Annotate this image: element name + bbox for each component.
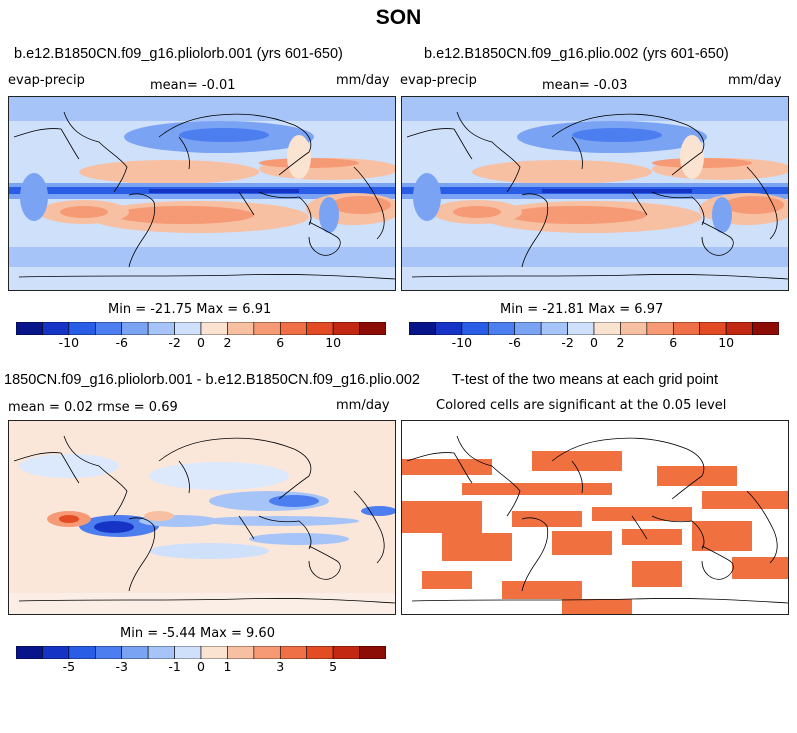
colorbar-swatch-8 <box>227 646 255 659</box>
panel-1-title: b.e12.B1850CN.f09_g16.pliolorb.001 (yrs … <box>14 46 343 62</box>
colorbar-swatch-1 <box>42 646 70 659</box>
colorbar-swatch-4 <box>514 322 542 335</box>
colorbar-swatch-2 <box>461 322 489 335</box>
colorbar-3-tick-label: 1 <box>223 659 232 674</box>
panel-2-map-svg <box>402 97 788 290</box>
colorbar-swatch-1 <box>42 322 70 335</box>
colorbar-swatch-5 <box>540 322 568 335</box>
colorbar-swatch-0 <box>409 322 436 335</box>
colorbar-swatch-10 <box>279 646 308 659</box>
colorbar-swatch-3 <box>487 322 516 335</box>
colorbar-swatch-3 <box>94 322 123 335</box>
colorbar-swatch-11 <box>699 322 727 335</box>
panel-4-subtitle: Colored cells are significant at the 0.0… <box>436 398 727 413</box>
colorbar-1-tick-label: 0 <box>197 335 205 350</box>
colorbar-1-tick-label: -10 <box>58 335 80 350</box>
colorbar-swatch-1 <box>435 322 463 335</box>
panel-3-colorbar <box>16 646 386 659</box>
colorbar-swatch-3 <box>94 646 123 659</box>
colorbar-swatch-9 <box>253 322 281 335</box>
panel-3-colorbar-labels: -5 -3 -1 0 1 3 5 <box>16 659 386 675</box>
colorbar-swatch-11 <box>306 322 334 335</box>
colorbar-3-tick-label: -3 <box>115 659 128 674</box>
panel-4-map-svg <box>402 421 788 614</box>
panel-2-variable-label: evap-precip <box>400 73 477 88</box>
colorbar-3-tick-label: -1 <box>168 659 181 674</box>
panel-3-units-label: mm/day <box>336 398 390 413</box>
panel-1-units-label: mm/day <box>336 73 390 88</box>
panel-4-map <box>401 420 789 615</box>
colorbar-swatch-0 <box>16 646 43 659</box>
panel-2-title: b.e12.B1850CN.f09_g16.plio.002 (yrs 601-… <box>424 46 729 62</box>
panel-1-colorbar <box>16 322 386 335</box>
colorbar-3-tick-label: 0 <box>197 659 205 674</box>
colorbar-swatch-13 <box>359 322 386 335</box>
colorbar-3-tick-label: 3 <box>276 659 285 674</box>
panel-1-map-svg <box>9 97 395 290</box>
colorbar-1-tick-label: -6 <box>115 335 128 350</box>
panel-3-stats-label: mean = 0.02 rmse = 0.69 <box>8 400 178 415</box>
colorbar-swatch-8 <box>620 322 648 335</box>
colorbar-swatch-9 <box>253 646 281 659</box>
colorbar-1-tick-label: 10 <box>325 335 342 350</box>
panel-3-map-svg <box>9 421 395 614</box>
colorbar-swatch-5 <box>147 322 175 335</box>
colorbar-swatch-2 <box>68 322 96 335</box>
colorbar-swatch-8 <box>227 322 255 335</box>
colorbar-2-tick-label: 2 <box>616 335 625 350</box>
panel-1-map <box>8 96 396 291</box>
colorbar-2-tick-label: -10 <box>451 335 473 350</box>
colorbar-1-tick-label: -2 <box>168 335 181 350</box>
colorbar-2-tick-label: 6 <box>669 335 678 350</box>
colorbar-swatch-12 <box>332 322 360 335</box>
colorbar-swatch-7 <box>200 646 228 659</box>
colorbar-swatch-13 <box>752 322 779 335</box>
colorbar-2-tick-label: 0 <box>590 335 598 350</box>
colorbar-swatch-7 <box>200 322 228 335</box>
colorbar-2-tick-label: -2 <box>561 335 574 350</box>
colorbar-3-tick-label: 5 <box>329 659 338 674</box>
colorbar-swatch-4 <box>121 646 149 659</box>
colorbar-swatch-6 <box>174 646 202 659</box>
panel-1-mean-label: mean= -0.01 <box>150 78 236 93</box>
panel-2-units-label: mm/day <box>728 73 782 88</box>
colorbar-swatch-9 <box>646 322 674 335</box>
colorbar-swatch-10 <box>672 322 701 335</box>
panel-2-minmax: Min = -21.81 Max = 6.97 <box>500 302 664 317</box>
colorbar-swatch-5 <box>147 646 175 659</box>
colorbar-1-tick-label: 2 <box>223 335 232 350</box>
colorbar-2-tick-label: -6 <box>508 335 521 350</box>
colorbar-2-tick-label: 10 <box>718 335 735 350</box>
panel-3-map <box>8 420 396 615</box>
colorbar-1-tick-label: 6 <box>276 335 285 350</box>
panel-2-map <box>401 96 789 291</box>
colorbar-swatch-7 <box>593 322 621 335</box>
panel-2-colorbar <box>409 322 779 335</box>
colorbar-swatch-0 <box>16 322 43 335</box>
colorbar-swatch-13 <box>359 646 386 659</box>
panel-1-minmax: Min = -21.75 Max = 6.91 <box>108 302 272 317</box>
figure-title: SON <box>375 6 422 29</box>
colorbar-swatch-12 <box>332 646 360 659</box>
panel-3-minmax: Min = -5.44 Max = 9.60 <box>120 626 275 641</box>
colorbar-swatch-4 <box>121 322 149 335</box>
colorbar-swatch-6 <box>174 322 202 335</box>
panel-2-colorbar-labels: -10 -6 -2 0 2 6 10 <box>409 335 779 351</box>
colorbar-3-tick-label: -5 <box>62 659 76 674</box>
panel-3-title: 1850CN.f09_g16.pliolorb.001 - b.e12.B185… <box>4 372 420 388</box>
colorbar-swatch-12 <box>725 322 753 335</box>
panel-2-mean-label: mean= -0.03 <box>542 78 628 93</box>
colorbar-swatch-11 <box>306 646 334 659</box>
colorbar-swatch-2 <box>68 646 96 659</box>
panel-1-variable-label: evap-precip <box>8 73 85 88</box>
colorbar-swatch-6 <box>567 322 595 335</box>
panel-4-title: T-test of the two means at each grid poi… <box>452 372 718 388</box>
colorbar-swatch-10 <box>279 322 308 335</box>
panel-1-colorbar-labels: -10 -6 -2 0 2 6 10 <box>16 335 386 351</box>
